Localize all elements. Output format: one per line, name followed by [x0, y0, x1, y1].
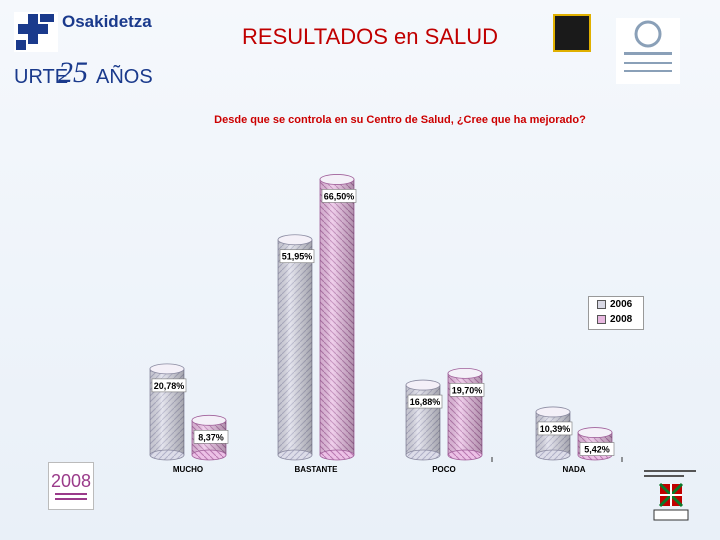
bar-bastante-2008 [319, 174, 355, 461]
category-label-bastante: BASTANTE [295, 465, 339, 474]
data-label-text: 10,39% [540, 424, 571, 434]
data-label-text: 51,95% [282, 252, 313, 262]
data-label-poco-2008: 19,70% [449, 383, 485, 397]
anniversary-anos: AÑOS [96, 66, 153, 88]
bar-top [191, 414, 227, 426]
legend-label-2006: 2006 [610, 299, 633, 310]
bar-base [319, 449, 355, 461]
data-label-text: 66,50% [324, 191, 355, 201]
bar-top [277, 234, 313, 246]
bar-top [405, 379, 441, 391]
data-label-text: 5,42% [584, 445, 610, 455]
data-label-box [151, 378, 187, 393]
bar-shading [278, 239, 312, 455]
bar-mucho-2006 [149, 363, 185, 461]
bar-base [149, 449, 185, 461]
anniversary-2008-logo-icon: 2008 [48, 462, 94, 510]
bar-base [191, 449, 227, 461]
category-label-poco: POCO [432, 465, 456, 474]
bar-bastante-2006 [277, 234, 313, 461]
bar-top [319, 174, 355, 185]
data-label-box [449, 383, 485, 397]
anniversary-urte: URTE [14, 66, 69, 88]
bar-base [535, 449, 571, 461]
brand-name: Osakidetza [62, 12, 152, 31]
data-label-nada-2006: 10,39% [537, 421, 573, 436]
bar-top [577, 427, 613, 438]
legend-item-2008: 2008 [589, 312, 643, 327]
bar-base [277, 449, 313, 461]
basque-government-logo-icon [644, 470, 696, 521]
bar-top [447, 367, 483, 379]
data-label-poco-2006: 16,88% [407, 394, 443, 409]
data-label-text: 20,78% [154, 381, 185, 391]
slide-title: RESULTADOS en SALUD [242, 24, 498, 49]
data-label-box [279, 249, 315, 264]
data-label-mucho-2008: 8,37% [193, 430, 229, 444]
data-label-text: 16,88% [410, 397, 441, 407]
legend-label-2008: 2008 [610, 314, 633, 325]
category-label-nada: NADA [562, 465, 585, 474]
chart-legend: 2006 2008 [588, 296, 644, 330]
bar-top [149, 363, 185, 375]
bar-base [405, 449, 441, 461]
bar-poco-2006 [405, 379, 441, 461]
data-label-bastante-2006: 51,95% [279, 249, 315, 264]
data-label-box [579, 442, 615, 456]
legend-item-2006: 2006 [589, 297, 643, 312]
osakidetza-cross-icon [14, 12, 58, 52]
data-label-nada-2008: 5,42% [579, 442, 615, 456]
data-label-mucho-2006: 20,78% [151, 378, 187, 393]
svg-text:2008: 2008 [51, 471, 91, 491]
data-label-box [537, 421, 573, 436]
euskadi-award-icon [616, 18, 680, 84]
category-label-mucho: MUCHO [173, 465, 203, 474]
certification-badge-icon [553, 14, 591, 52]
bar-poco-2008 [447, 367, 483, 461]
bar-base [447, 449, 483, 461]
legend-swatch-2006 [597, 300, 606, 309]
data-label-bastante-2008: 66,50% [321, 189, 357, 203]
anniversary-number: 25 [58, 56, 88, 89]
chart-title: Desde que se controla en su Centro de Sa… [214, 114, 586, 126]
bar-shading [320, 179, 354, 455]
data-label-box [193, 430, 229, 444]
legend-swatch-2008 [597, 315, 606, 324]
data-label-box [407, 394, 443, 409]
bar-top [535, 406, 571, 418]
data-label-box [321, 189, 357, 203]
data-label-text: 8,37% [198, 432, 224, 442]
data-label-text: 19,70% [452, 385, 483, 395]
